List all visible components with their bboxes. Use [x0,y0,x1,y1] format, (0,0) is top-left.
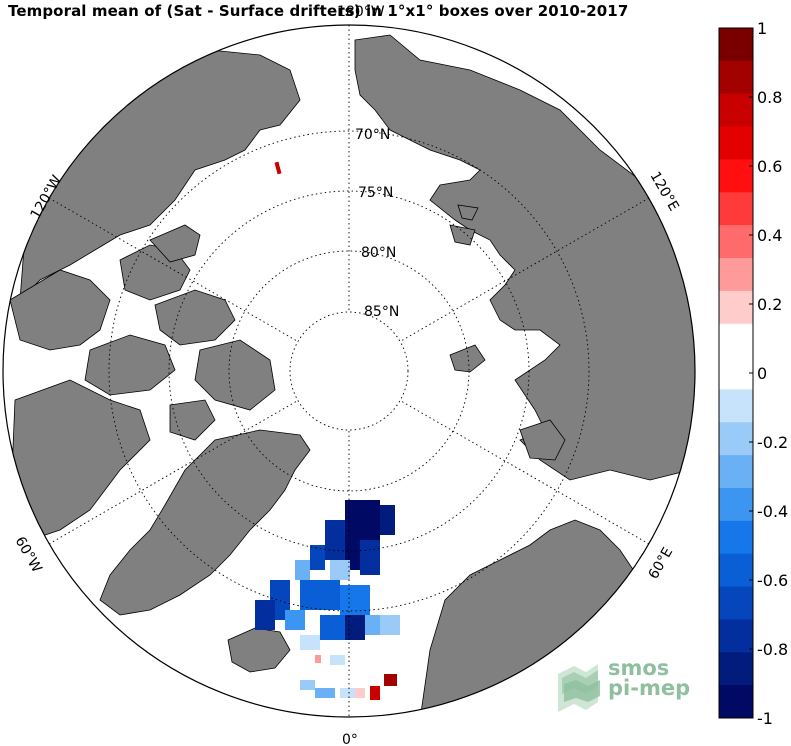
colorbar-segment [719,192,753,226]
colorbar-tick-label: 0.8 [757,88,782,107]
colorbar: 1 0.8 0.6 0.4 0.2 0 -0.2 -0.4 -0.6 -0.8 -1 [718,19,788,728]
lat-label-75: 75°N [358,185,393,201]
data-cells [255,161,400,700]
colorbar-tick-label: 0 [757,364,767,383]
land-greenland [99,429,311,616]
land-archipelago-6 [149,224,201,263]
lon-label-0: 0° [342,732,358,746]
meridian-60e [400,400,650,545]
colorbar-segment [719,553,753,588]
land-archipelago-1 [9,269,111,351]
colorbar-segment [719,389,753,423]
colorbar-segment [719,488,753,522]
colorbar-tick-label: -1 [757,709,773,728]
colorbar-segment [719,455,753,489]
colorbar-segment [719,356,753,390]
land-archipelago-5 [194,339,276,411]
land-novaya [519,419,566,461]
colorbar-segment [719,323,753,358]
colorbar-tick-label: 1 [757,19,767,38]
colorbar-tick-label: -0.6 [757,571,788,590]
land-svalbard [449,344,486,373]
parallel-85 [289,311,409,431]
colorbar-tick-label: -0.2 [757,433,788,452]
colorbar-segment [719,586,753,620]
land-archipelago-4 [84,334,176,396]
colorbar-segment [719,520,753,555]
colorbar-segment [719,619,753,653]
colorbar-segment [719,290,753,325]
colorbar-segment [719,126,753,160]
land-archipelago-7 [169,399,216,441]
meridian-60w [48,400,298,545]
colorbar-tick-label: 0.4 [757,226,782,245]
colorbar-segment [719,60,753,95]
lat-label-80: 80°N [361,245,396,261]
logo-line-2: pi-mep [608,676,691,700]
logo-waves-icon [558,664,600,712]
colorbar-segment [719,159,753,193]
land-islands-2 [457,204,479,221]
logo-line-1: smos [608,656,670,680]
colorbar-tick-label: 0.6 [757,157,782,176]
colorbar-segment [719,28,753,62]
graticule [48,25,650,717]
colorbar-tick-label: 0.2 [757,295,782,314]
parallel-80 [228,250,470,492]
colorbar-segment [719,225,753,259]
colorbar-segment [719,685,753,719]
map-title: Temporal mean of (Sat - Surface drifters… [8,2,629,20]
colorbar-tick-label: -0.8 [757,640,788,659]
colorbar-segment [719,422,753,456]
parallel-75 [168,190,530,552]
colorbar-segment [719,258,753,292]
smos-pi-mep-logo [556,656,706,714]
land-archipelago-3 [154,289,236,346]
meridian-120e [400,197,650,342]
colorbar-tick-label: -0.4 [757,502,788,521]
lat-label-85: 85°N [364,304,399,320]
land-islands-1 [449,224,476,246]
map-boundary [2,24,696,718]
parallel-70 [108,130,590,612]
lon-label-60e: 60°E [646,545,677,582]
lon-label-180w: 180°W [337,4,385,20]
logo-text: smos pi-mep [608,656,691,700]
lon-label-60w: 60°W [12,534,45,576]
colorbar-segment [719,93,753,128]
meridian-120w [48,197,298,342]
lat-label-70: 70°N [355,127,390,143]
colorbar-segment [719,652,753,686]
